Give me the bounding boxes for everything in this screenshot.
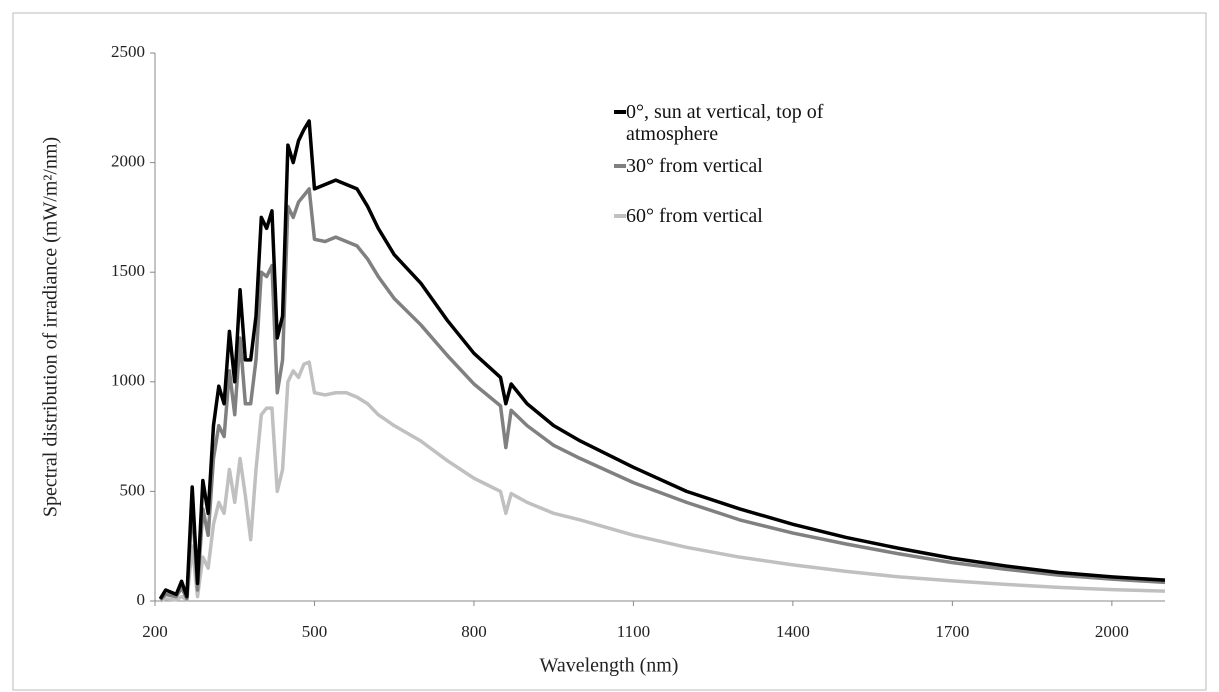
x-tick-label: 2000: [1095, 622, 1129, 641]
legend-entry: 60° from vertical: [614, 205, 914, 227]
x-tick-label: 200: [142, 622, 168, 641]
series-line: [159, 360, 1166, 603]
y-tick-label: 2000: [111, 152, 145, 171]
legend-label: 60° from vertical: [626, 205, 763, 227]
legend-entry: 0°, sun at vertical, top of atmosphere: [614, 101, 914, 145]
y-tick-label: 1500: [111, 261, 145, 280]
y-axis-label: Spectral distribution of irradiance (mW/…: [40, 137, 62, 517]
legend-label: 30° from vertical: [626, 155, 763, 177]
series-line: [159, 187, 1166, 602]
x-tick-label: 500: [302, 622, 328, 641]
legend-entry: 30° from vertical: [614, 155, 914, 177]
x-tick-label: 800: [461, 622, 487, 641]
y-tick-label: 1000: [111, 371, 145, 390]
x-tick-label: 1400: [776, 622, 810, 641]
chart-frame: [12, 12, 1207, 691]
x-axis-label: Wavelength (nm): [540, 655, 679, 677]
legend-swatch: [614, 110, 626, 114]
series-line: [158, 119, 1166, 600]
x-tick-label: 1100: [617, 622, 650, 641]
legend-label: 0°, sun at vertical, top of atmosphere: [626, 101, 824, 145]
legend-swatch: [614, 164, 626, 168]
x-tick-label: 1700: [935, 622, 969, 641]
y-tick-label: 0: [137, 590, 146, 609]
y-tick-label: 2500: [111, 42, 145, 61]
legend-swatch: [614, 214, 626, 218]
y-tick-label: 500: [120, 480, 146, 499]
